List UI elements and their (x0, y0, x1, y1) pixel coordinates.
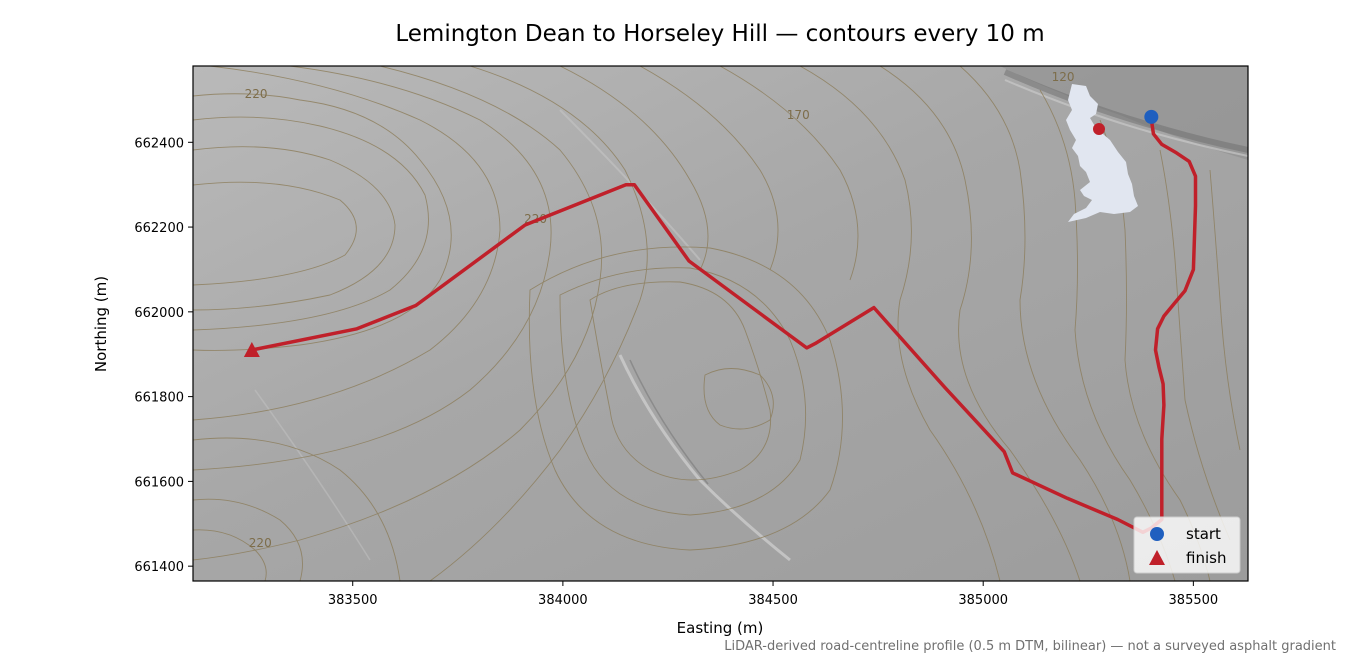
contour-label: 120 (1052, 70, 1075, 84)
x-tick-label: 384000 (538, 593, 588, 608)
track-streak (254, 389, 371, 561)
map-title: Lemington Dean to Horseley Hill — contou… (395, 21, 1044, 47)
x-axis-label: Easting (m) (677, 619, 764, 637)
contour-lines (193, 66, 1241, 581)
y-tick-label: 661600 (134, 475, 184, 490)
legend-start-marker (1150, 527, 1164, 541)
contour-label: 170 (787, 108, 810, 122)
axes-frame (192, 65, 1249, 582)
x-tick-label: 385000 (958, 593, 1008, 608)
uk-locator-inset (1066, 84, 1138, 222)
escarpment-highlight (1004, 79, 1248, 157)
uk-outline (1066, 84, 1138, 222)
x-axis-ticks: 383500 384000 384500 385000 385500 (328, 581, 1218, 608)
finish-marker[interactable] (243, 341, 260, 357)
y-tick-label: 662200 (134, 221, 184, 236)
x-tick-label: 385500 (1169, 593, 1219, 608)
y-tick-label: 662000 (134, 306, 184, 321)
legend-finish-marker (1149, 550, 1165, 565)
contour-label: 220 (249, 536, 272, 550)
escarpment-shading (1003, 69, 1248, 153)
start-marker[interactable] (1144, 109, 1159, 124)
legend-finish-label: finish (1186, 549, 1226, 567)
footnote: LiDAR-derived road-centreline profile (0… (724, 639, 1336, 654)
x-tick-label: 383500 (328, 593, 378, 608)
y-tick-label: 661800 (134, 391, 184, 406)
legend-start-label: start (1186, 525, 1221, 543)
y-axis-ticks: 661400 661600 661800 662000 662200 662400 (134, 136, 193, 575)
contour-label: 220 (245, 87, 268, 101)
inset-location-marker (1093, 123, 1105, 135)
x-tick-label: 384500 (748, 593, 798, 608)
y-tick-label: 662400 (134, 136, 184, 151)
legend: start finish (1133, 516, 1241, 574)
y-axis-label: Northing (m) (92, 276, 110, 372)
ravine-streak (629, 359, 709, 485)
y-tick-label: 661400 (134, 560, 184, 575)
route-line[interactable] (250, 117, 1198, 535)
